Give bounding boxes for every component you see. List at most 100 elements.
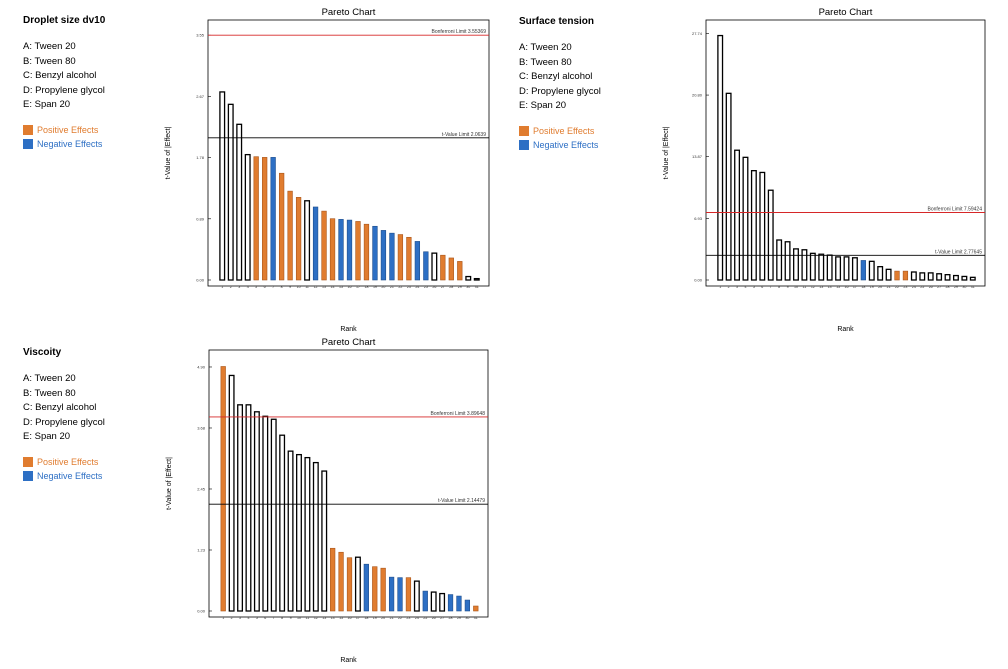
- x-axis-label: Rank: [340, 657, 357, 664]
- x-tick-label: 6: [761, 285, 763, 289]
- x-tick-label: 27: [440, 616, 444, 620]
- x-tick-label: 27: [937, 285, 941, 289]
- y-tick-label: 4.90: [197, 364, 206, 369]
- pareto-bar: [262, 157, 268, 281]
- factor-b: B: Tween 80: [23, 55, 76, 67]
- x-tick-label: 4: [744, 285, 746, 289]
- legend-negative[interactable]: Negative Effects: [23, 469, 105, 483]
- pareto-bar: [414, 241, 421, 281]
- x-tick-label: 31: [474, 616, 478, 620]
- pareto-bar: [927, 272, 934, 281]
- x-tick-label: 22: [895, 285, 899, 289]
- pareto-bar: [245, 404, 252, 612]
- panel-droplet-info: Droplet size dv10 A: Tween 20 B: Tween 8…: [23, 15, 105, 151]
- legend-negative-label: Negative Effects: [533, 139, 599, 150]
- pareto-bar: [329, 218, 336, 281]
- pareto-bar: [296, 453, 302, 612]
- pareto-bar: [457, 261, 463, 281]
- pareto-bar: [759, 171, 766, 281]
- pareto-bar: [717, 34, 724, 281]
- x-tick-label: 9: [290, 616, 292, 620]
- pareto-bar: [278, 172, 285, 281]
- x-tick-label: 15: [836, 285, 840, 289]
- pareto-bar: [363, 223, 370, 281]
- pareto-bar: [776, 239, 783, 281]
- pareto-bar: [397, 234, 404, 281]
- positive-swatch: [23, 124, 33, 135]
- y-tick-label: 0.00: [694, 278, 703, 283]
- x-tick-label: 23: [407, 285, 411, 289]
- pareto-bar: [262, 415, 269, 612]
- pareto-bar: [750, 170, 757, 281]
- pareto-bar: [237, 404, 244, 612]
- pareto-bar: [363, 563, 369, 612]
- x-tick-label: 23: [406, 616, 410, 620]
- legend-positive[interactable]: Positive Effects: [23, 455, 105, 469]
- x-tick-label: 8: [281, 285, 283, 289]
- x-tick-label: 4: [247, 616, 249, 620]
- x-tick-label: 30: [465, 616, 469, 620]
- pareto-bar: [447, 594, 454, 612]
- x-tick-label: 31: [475, 285, 479, 289]
- x-tick-label: 23: [903, 285, 907, 289]
- panel-title: Surface tension: [519, 16, 595, 27]
- y-tick-label: 20.80: [692, 93, 703, 98]
- panel-title: Viscoity: [23, 347, 62, 358]
- factor-c: C: Benzyl alcohol: [23, 402, 97, 413]
- pareto-bar: [851, 257, 858, 281]
- pareto-bar: [910, 271, 917, 281]
- pareto-bar: [372, 566, 378, 612]
- pareto-bar: [801, 249, 808, 281]
- x-tick-label: 10: [297, 285, 301, 289]
- pareto-bar: [346, 219, 353, 281]
- legend-positive[interactable]: Positive Effects: [23, 123, 105, 137]
- legend-positive[interactable]: Positive Effects: [519, 124, 601, 138]
- legend-negative[interactable]: Negative Effects: [519, 138, 601, 152]
- pareto-bar: [321, 210, 327, 281]
- y-tick-label: 27.74: [692, 31, 703, 36]
- x-axis-label: Rank: [340, 326, 357, 333]
- panel-viscosity-info: Viscoity A: Tween 20 B: Tween 80 C: Benz…: [23, 347, 105, 483]
- legend-negative[interactable]: Negative Effects: [23, 137, 105, 151]
- pareto-bar: [919, 272, 926, 281]
- x-tick-label: 14: [331, 616, 335, 620]
- x-tick-label: 28: [449, 616, 453, 620]
- x-tick-label: 1: [719, 285, 721, 289]
- y-tick-label: 2.45: [197, 486, 206, 491]
- pareto-bar: [287, 450, 294, 612]
- pareto-bar: [372, 225, 378, 281]
- pareto-bar: [389, 232, 395, 281]
- x-tick-label: 22: [398, 285, 402, 289]
- legend-positive-label: Positive Effects: [533, 125, 595, 136]
- y-tick-label: 13.87: [692, 154, 703, 159]
- legend-positive-label: Positive Effects: [37, 456, 99, 467]
- x-tick-label: 18: [364, 616, 368, 620]
- pareto-bar: [253, 411, 260, 612]
- x-tick-label: 15: [339, 285, 343, 289]
- pareto-bar: [784, 241, 791, 281]
- pareto-bar: [742, 156, 749, 281]
- legend-negative-label: Negative Effects: [37, 470, 103, 481]
- pareto-bar: [439, 592, 446, 612]
- pareto-bar: [440, 254, 446, 281]
- pareto-bar: [295, 197, 302, 281]
- bonferroni-limit-label: Bonferroni Limit 7.59424: [928, 206, 983, 212]
- x-tick-label: 10: [794, 285, 798, 289]
- pareto-chart-3: Pareto Chart t-Value of |Effect| Rank 0.00 1…: [166, 337, 489, 664]
- x-tick-label: 13: [322, 285, 326, 289]
- y-tick-label: 0.00: [196, 278, 205, 283]
- pareto-chart-2: Pareto Chart t-Value of |Effect| Rank 0.00 6…: [663, 7, 986, 333]
- pareto-bar: [304, 200, 311, 281]
- pareto-bar: [380, 567, 386, 612]
- pareto-bar: [287, 190, 293, 281]
- pareto-bar: [388, 576, 395, 612]
- pareto-bar: [894, 270, 900, 281]
- pareto-bar: [253, 156, 259, 281]
- pareto-bar: [354, 556, 361, 612]
- x-tick-label: 17: [356, 616, 360, 620]
- pareto-bar: [809, 252, 816, 281]
- x-tick-label: 19: [870, 285, 874, 289]
- pareto-bar: [464, 599, 470, 612]
- y-axis-label: t-Value of |Effect|: [166, 457, 173, 510]
- pareto-bar: [473, 605, 479, 612]
